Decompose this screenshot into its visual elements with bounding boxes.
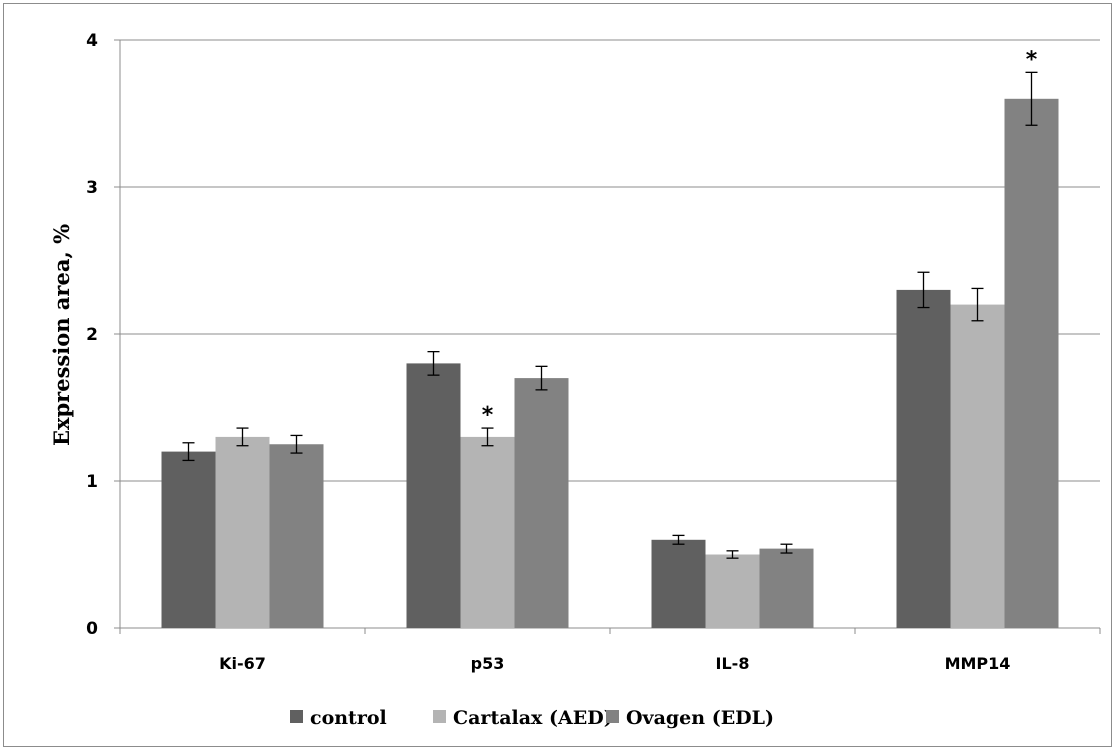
error-bar [290, 434, 303, 454]
bar [896, 289, 951, 628]
legend-item: Cartalax (AED) [433, 707, 613, 729]
legend-item: control [290, 707, 387, 729]
significance-marker: * [1026, 47, 1038, 72]
y-tick-label: 0 [86, 619, 98, 639]
bar [514, 378, 569, 628]
x-tick-label: p53 [471, 654, 505, 673]
legend-swatch [290, 710, 303, 723]
error-bar [672, 534, 685, 545]
error-bar [780, 543, 793, 554]
error-bar [427, 350, 440, 376]
legend-label: Ovagen (EDL) [626, 707, 774, 729]
bar [406, 363, 461, 628]
error-bar [535, 365, 548, 391]
legend-label: control [310, 707, 387, 729]
significance-marker: * [482, 403, 494, 428]
bar [1004, 98, 1059, 629]
bar [460, 436, 515, 628]
bar [651, 539, 706, 628]
error-bar [236, 427, 249, 447]
y-tick-label: 4 [86, 31, 98, 51]
x-tick-label: IL-8 [716, 654, 750, 673]
y-tick-label: 2 [86, 325, 98, 345]
annotations: ** [482, 47, 1038, 428]
bar [759, 548, 814, 628]
bar [215, 436, 270, 628]
legend-label: Cartalax (AED) [453, 707, 613, 729]
y-tick-labels: 0 1 2 3 4 [86, 31, 98, 639]
bar [269, 444, 324, 628]
y-axis-label: Expression area, % [49, 224, 74, 446]
y-tick-label: 1 [86, 472, 98, 492]
bar [161, 451, 216, 628]
error-bar [481, 427, 494, 447]
legend-item: Ovagen (EDL) [606, 707, 774, 729]
x-tick-labels: Ki-67 p53 IL-8 MMP14 [219, 654, 1010, 673]
error-bar [917, 271, 930, 309]
x-tick-label: Ki-67 [219, 654, 266, 673]
x-tick-label: MMP14 [945, 654, 1011, 673]
bar [705, 554, 760, 628]
error-bar [726, 550, 739, 559]
bars [161, 98, 1059, 629]
y-tick-label: 3 [86, 178, 98, 198]
error-bar [182, 442, 195, 462]
error-bar [1025, 71, 1038, 126]
error-bar [971, 287, 984, 322]
legend: control Cartalax (AED) Ovagen (EDL) [290, 707, 774, 729]
legend-swatch [433, 710, 446, 723]
error-bars [182, 71, 1038, 559]
bar [950, 304, 1005, 628]
legend-swatch [606, 710, 619, 723]
